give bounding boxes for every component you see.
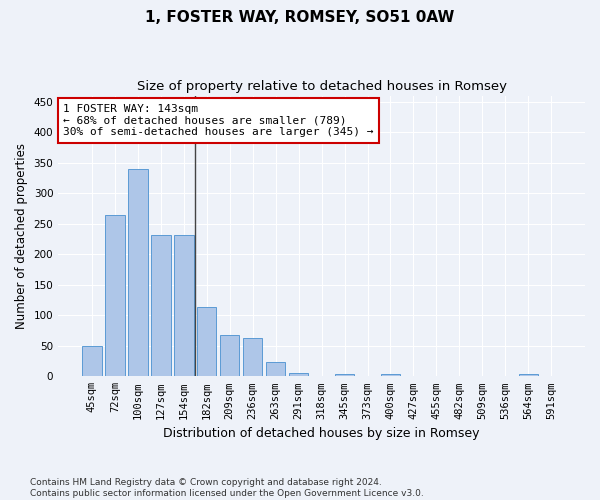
X-axis label: Distribution of detached houses by size in Romsey: Distribution of detached houses by size … <box>163 427 480 440</box>
Text: 1, FOSTER WAY, ROMSEY, SO51 0AW: 1, FOSTER WAY, ROMSEY, SO51 0AW <box>145 10 455 25</box>
Text: Contains HM Land Registry data © Crown copyright and database right 2024.
Contai: Contains HM Land Registry data © Crown c… <box>30 478 424 498</box>
Bar <box>289 372 308 376</box>
Bar <box>518 374 538 376</box>
Title: Size of property relative to detached houses in Romsey: Size of property relative to detached ho… <box>137 80 506 93</box>
Bar <box>266 362 286 376</box>
Bar <box>220 336 239 376</box>
Bar <box>243 338 262 376</box>
Bar <box>82 346 101 376</box>
Bar <box>335 374 355 376</box>
Bar <box>174 234 194 376</box>
Bar <box>105 214 125 376</box>
Bar <box>128 169 148 376</box>
Bar <box>197 308 217 376</box>
Bar <box>381 374 400 376</box>
Text: 1 FOSTER WAY: 143sqm
← 68% of detached houses are smaller (789)
30% of semi-deta: 1 FOSTER WAY: 143sqm ← 68% of detached h… <box>64 104 374 137</box>
Y-axis label: Number of detached properties: Number of detached properties <box>15 143 28 329</box>
Bar <box>151 234 170 376</box>
